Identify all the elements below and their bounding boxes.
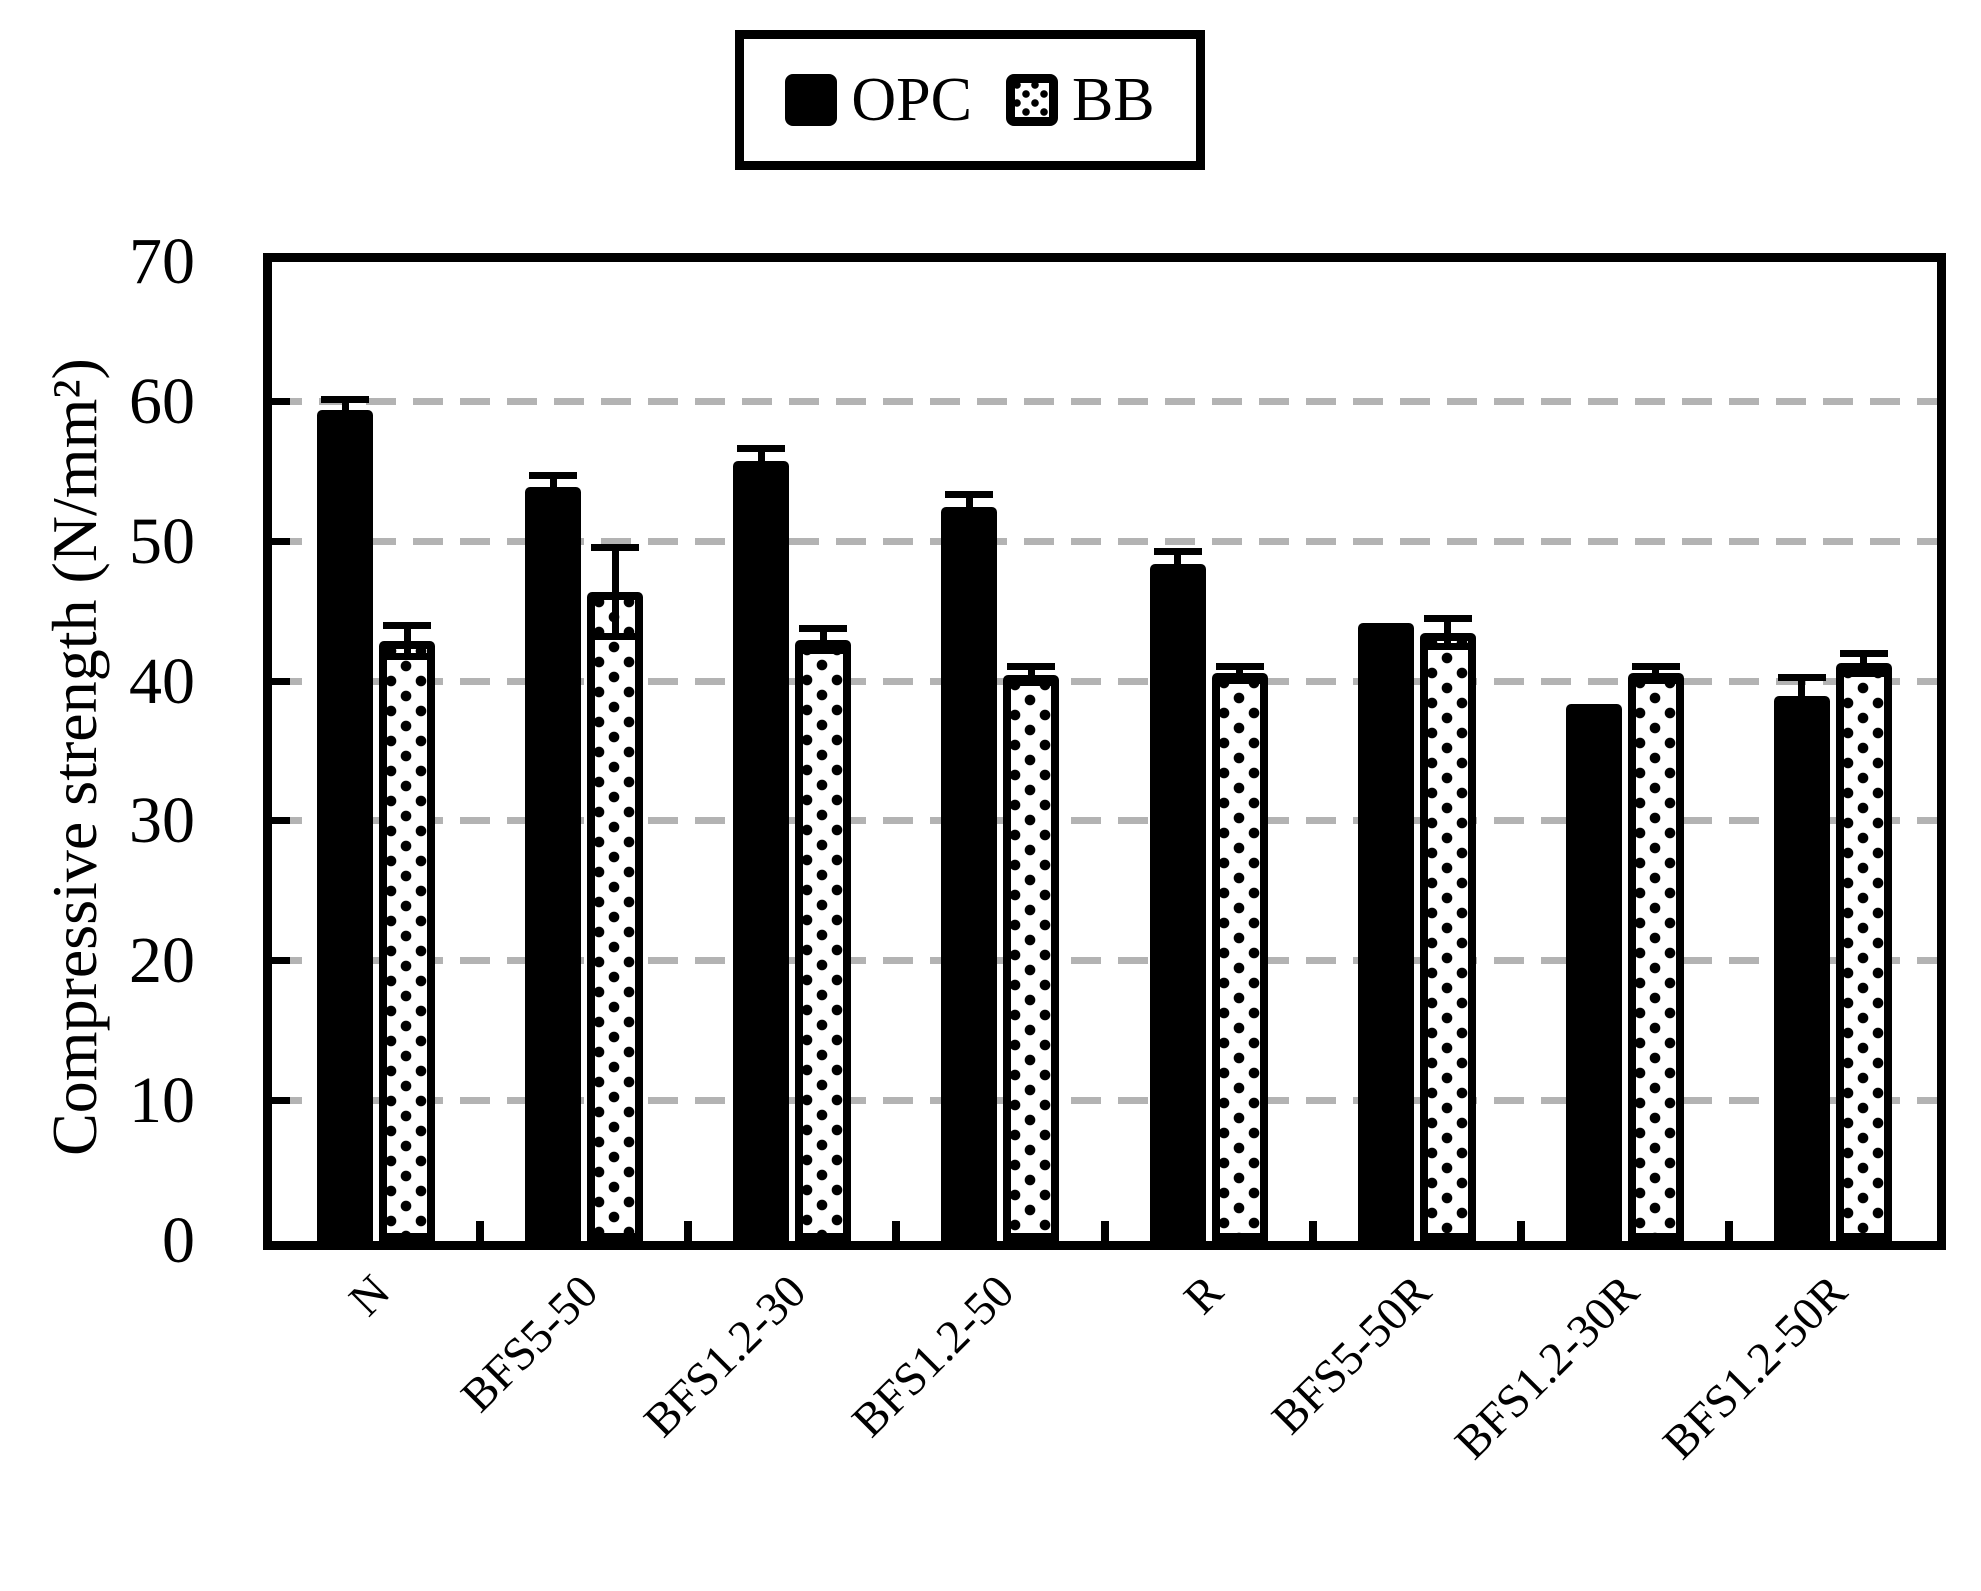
bar-bb-R: [1211, 673, 1268, 1241]
bar-opc-BFS1.2-30: [733, 460, 790, 1241]
error-cap-low-bb-BFS1.2-30R: [1631, 676, 1680, 684]
x-axis-tick-1: [476, 1221, 485, 1241]
error-cap-high-bb-R: [1215, 662, 1264, 670]
bar-bb-N: [379, 641, 436, 1241]
error-cap-high-bb-BFS5-50R: [1423, 615, 1472, 623]
error-cap-high-opc-BFS5-50: [529, 472, 578, 480]
y-axis-tick-20: [272, 957, 290, 965]
error-cap-high-bb-N: [383, 622, 432, 630]
bar-opc-BFS1.2-50: [941, 506, 998, 1241]
y-tick-label-50: 50: [129, 504, 195, 578]
y-tick-label-10: 10: [129, 1064, 195, 1138]
opc-swatch-icon: [785, 74, 838, 126]
bar-bb-BFS5-50R: [1419, 632, 1476, 1241]
x-axis-tick-4: [1100, 1221, 1109, 1241]
bar-bb-BFS1.2-30: [795, 639, 852, 1241]
bar-bb-BFS5-50: [587, 592, 644, 1241]
error-cap-high-opc-BFS1.2-30: [737, 444, 786, 452]
error-bar-opc-BFS1.2-50: [965, 494, 973, 520]
error-cap-low-opc-R: [1153, 573, 1202, 581]
legend-item-opc: OPC: [785, 69, 972, 131]
error-bar-bb-BFS5-50: [611, 547, 619, 637]
bar-opc-BFS5-50: [525, 487, 582, 1241]
bar-opc-N: [317, 410, 374, 1241]
error-cap-low-bb-BFS1.2-30: [799, 647, 848, 655]
legend-label-bb: BB: [1071, 66, 1155, 134]
error-bar-bb-BFS1.2-30: [819, 628, 827, 651]
error-cap-low-bb-BFS1.2-50R: [1839, 669, 1888, 677]
gridline-20: [272, 957, 1937, 965]
error-cap-low-bb-BFS5-50R: [1423, 643, 1472, 651]
error-cap-high-opc-R: [1153, 548, 1202, 556]
error-cap-high-bb-BFS1.2-50: [1007, 662, 1056, 670]
error-cap-high-bb-BFS1.2-50R: [1839, 650, 1888, 658]
error-cap-high-opc-BFS1.2-50R: [1777, 673, 1826, 681]
y-axis-tick-10: [272, 1097, 290, 1105]
gridline-30: [272, 817, 1937, 825]
bar-bb-BFS1.2-50: [1003, 674, 1060, 1241]
bar-opc-BFS1.2-50R: [1773, 695, 1830, 1241]
error-bar-bb-R: [1236, 666, 1244, 681]
y-tick-label-60: 60: [129, 364, 195, 438]
error-cap-low-bb-BFS5-50: [591, 633, 640, 641]
x-axis-tick-3: [892, 1221, 901, 1241]
y-tick-label-0: 0: [162, 1204, 195, 1277]
x-axis-tick-6: [1516, 1221, 1525, 1241]
error-bar-bb-N: [403, 625, 411, 657]
legend-label-opc: OPC: [851, 66, 972, 134]
chart-legend: OPC BB: [735, 30, 1205, 170]
error-bar-opc-BFS1.2-30: [757, 448, 765, 474]
error-cap-low-opc-BFS1.2-50: [945, 515, 994, 523]
error-bar-bb-BFS1.2-30R: [1652, 666, 1660, 681]
error-cap-high-bb-BFS1.2-30: [799, 624, 848, 632]
x-axis-tick-5: [1308, 1221, 1317, 1241]
bar-opc-BFS5-50R: [1357, 622, 1414, 1241]
error-bar-opc-BFS5-50: [549, 475, 557, 499]
y-axis-tick-50: [272, 537, 290, 545]
x-axis-tick-2: [684, 1221, 693, 1241]
error-bar-bb-BFS5-50R: [1444, 618, 1452, 647]
plot-area: [272, 262, 1937, 1241]
error-cap-high-bb-BFS1.2-30R: [1631, 662, 1680, 670]
error-cap-high-opc-BFS1.2-50: [945, 490, 994, 498]
gridline-10: [272, 1097, 1937, 1105]
error-cap-high-bb-BFS5-50: [591, 543, 640, 551]
error-bar-opc-N: [341, 399, 349, 422]
y-axis-tick-60: [272, 397, 290, 405]
gridline-40: [272, 677, 1937, 685]
y-axis-tick-40: [272, 677, 290, 685]
y-tick-label-30: 30: [129, 784, 195, 858]
error-cap-low-opc-BFS1.2-30: [737, 469, 786, 477]
error-cap-low-opc-N: [321, 417, 370, 425]
error-cap-high-opc-N: [321, 395, 370, 403]
y-tick-label-20: 20: [129, 924, 195, 998]
gridline-60: [272, 397, 1937, 405]
bar-bb-BFS1.2-50R: [1835, 663, 1892, 1241]
bar-opc-R: [1149, 564, 1206, 1241]
gridline-50: [272, 537, 1937, 545]
error-cap-low-bb-N: [383, 652, 432, 660]
y-tick-label-70: 70: [129, 225, 195, 298]
error-bar-opc-BFS1.2-50R: [1798, 677, 1806, 714]
bb-swatch-icon: [1005, 74, 1058, 126]
error-cap-low-bb-R: [1215, 676, 1264, 684]
error-bar-bb-BFS1.2-50: [1027, 666, 1035, 683]
x-axis-tick-7: [1724, 1221, 1733, 1241]
error-cap-low-bb-BFS1.2-50: [1007, 679, 1056, 687]
error-bar-opc-R: [1174, 551, 1182, 577]
bar-opc-BFS1.2-30R: [1565, 703, 1622, 1241]
error-cap-low-opc-BFS1.2-50R: [1777, 710, 1826, 718]
legend-item-bb: BB: [1005, 66, 1155, 134]
error-bar-bb-BFS1.2-50R: [1860, 653, 1868, 674]
y-tick-label-40: 40: [129, 644, 195, 718]
bar-bb-BFS1.2-30R: [1627, 673, 1684, 1241]
y-axis-tick-30: [272, 817, 290, 825]
error-cap-low-opc-BFS5-50: [529, 494, 578, 502]
